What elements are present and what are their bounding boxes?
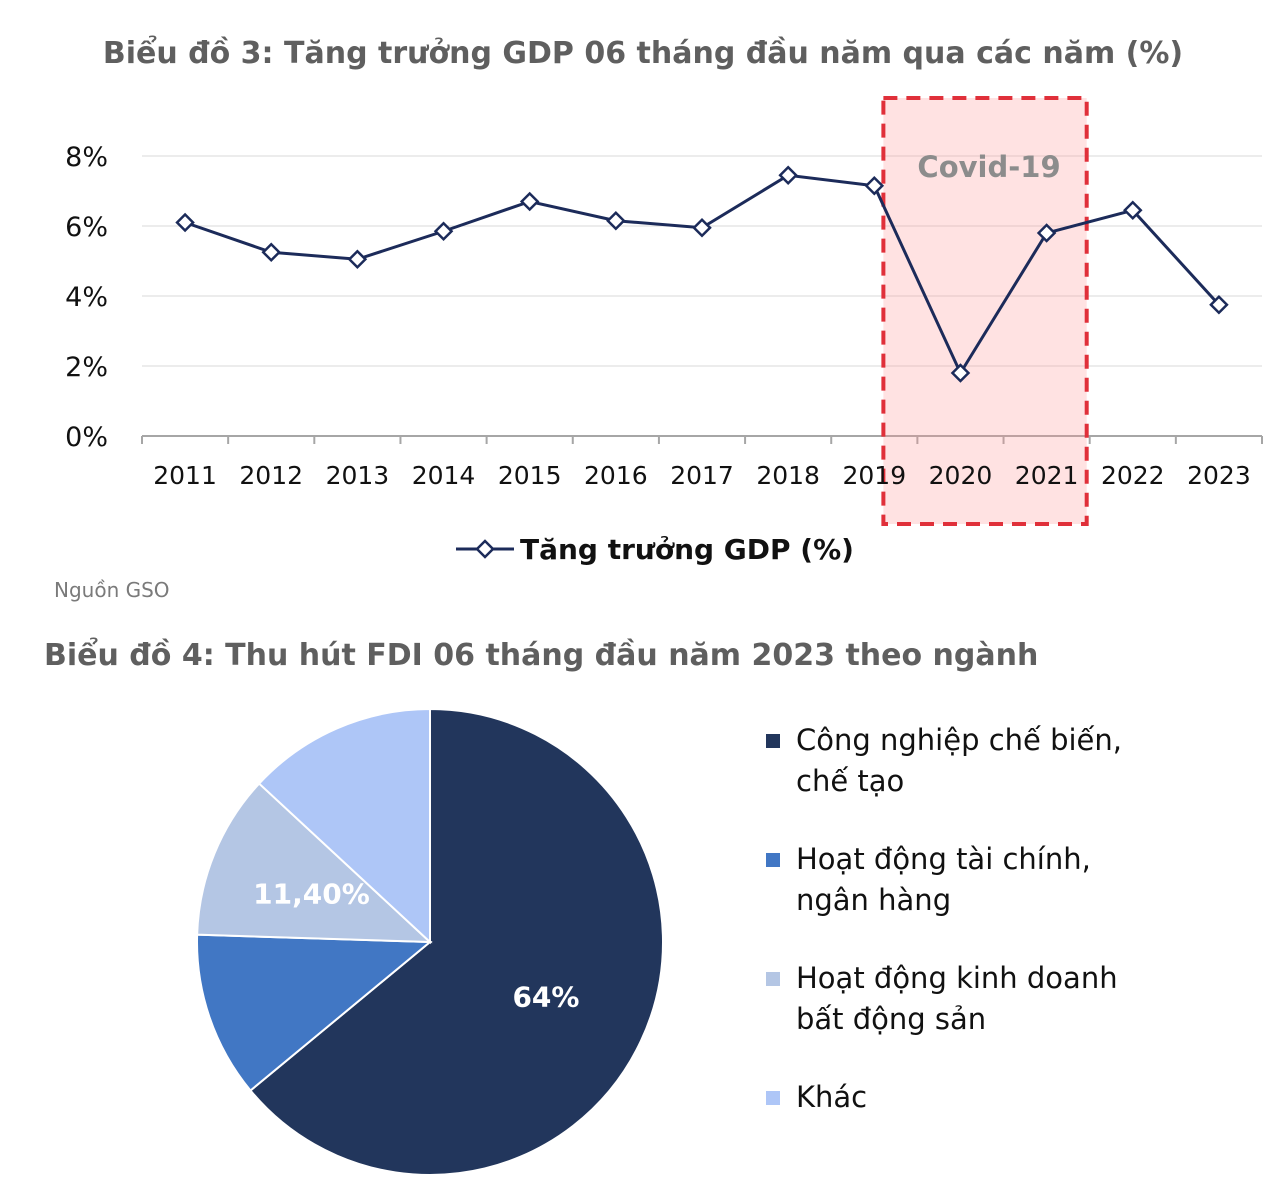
- legend-item-real-estate: Hoạt động kinh doanh bất động sản: [766, 958, 1266, 1040]
- covid-annotation-label: Covid-19: [917, 150, 1060, 184]
- legend-label-line2: bất động sản: [796, 1002, 987, 1036]
- legend-item-finance: Hoạt động tài chính, ngân hàng: [766, 839, 1266, 921]
- legend-label-line1: Hoạt động tài chính,: [796, 842, 1091, 876]
- x-tick-label: 2018: [756, 461, 820, 490]
- legend-label-line1: Hoạt động kinh doanh: [796, 961, 1118, 995]
- fdi-pie-chart: 64% 11,40%: [196, 707, 664, 1176]
- pie-slice: [257, 707, 431, 945]
- pie-chart-title: Biểu đồ 4: Thu hút FDI 06 tháng đầu năm …: [44, 638, 1039, 673]
- data-point-marker: [1209, 294, 1229, 315]
- legend-label-line1: Công nghiệp chế biến,: [796, 723, 1122, 757]
- x-tick-label: 2016: [584, 461, 648, 490]
- covid-highlight-box: [881, 96, 1089, 526]
- pie-slice: [196, 782, 433, 944]
- pie-slice: [249, 707, 664, 1176]
- x-tick-label: 2020: [929, 461, 993, 490]
- legend-item-manufacturing: Công nghiệp chế biến, chế tạo: [766, 720, 1266, 802]
- y-tick-label: 6%: [65, 212, 108, 243]
- x-tick-label: 2012: [239, 461, 303, 490]
- x-tick-label: 2023: [1187, 461, 1251, 490]
- legend-swatch-other: [766, 1091, 780, 1105]
- line-chart-title: Biểu đồ 3: Tăng trưởng GDP 06 tháng đầu …: [102, 36, 1184, 71]
- data-point-marker: [606, 210, 626, 231]
- x-tick-label: 2013: [326, 461, 390, 490]
- data-point-marker: [950, 363, 971, 383]
- x-tick-label: 2022: [1101, 461, 1165, 490]
- gdp-line-chart: 0% 2% 4% 6% 8% 2011 2012 2013 2014 2015 2016 2017 20…: [65, 96, 1263, 566]
- x-tick-label: 2019: [842, 461, 906, 490]
- legend-label: Tăng trưởng GDP (%): [520, 533, 854, 566]
- pie-data-label: 64%: [512, 981, 579, 1014]
- data-point-marker: [519, 191, 540, 212]
- data-point-marker: [778, 165, 798, 186]
- data-point-marker: [864, 175, 885, 196]
- x-tick-label: 2014: [412, 461, 476, 490]
- y-tick-label: 8%: [65, 142, 108, 173]
- y-tick-label: 2%: [65, 352, 108, 383]
- x-tick-label: 2021: [1015, 461, 1079, 490]
- data-point-marker: [433, 221, 454, 242]
- data-point-marker: [347, 249, 368, 270]
- y-tick-label: 4%: [65, 282, 108, 313]
- y-tick-label: 0%: [65, 422, 108, 453]
- legend-label-line2: chế tạo: [796, 764, 905, 798]
- data-point-marker: [1036, 223, 1057, 243]
- legend-item-other: Khác: [766, 1077, 1266, 1118]
- x-tick-label: 2017: [670, 461, 734, 490]
- data-point-marker: [261, 242, 281, 263]
- x-tick-label: 2015: [498, 461, 562, 490]
- legend-label-line2: ngân hàng: [796, 883, 952, 917]
- pie-data-label: 11,40%: [253, 877, 370, 910]
- legend-swatch-finance: [766, 853, 780, 867]
- legend-swatch-real-estate: [766, 972, 780, 986]
- pie-slice: [196, 933, 433, 1092]
- data-point-marker: [692, 217, 712, 238]
- legend-marker: [475, 539, 495, 559]
- legend-swatch-manufacturing: [766, 734, 780, 748]
- legend-label-line1: Khác: [796, 1080, 868, 1114]
- data-point-marker: [1123, 200, 1143, 221]
- data-point-marker: [175, 212, 195, 233]
- pie-legend: Công nghiệp chế biến, chế tạo Hoạt động …: [766, 720, 1266, 1155]
- source-note: Nguồn GSO: [54, 578, 170, 602]
- x-tick-label: 2011: [153, 461, 217, 490]
